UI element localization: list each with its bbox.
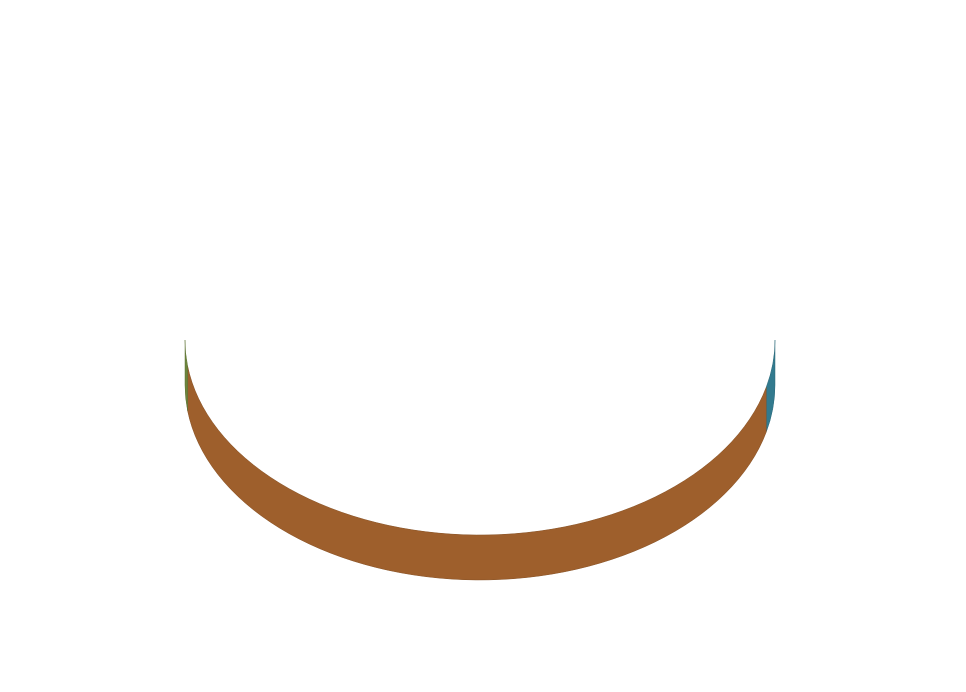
- slice-side-skol: [188, 366, 767, 580]
- pie-chart: [0, 0, 966, 692]
- slice-side-aldre: [766, 340, 775, 432]
- slice-side-kultur: [185, 340, 188, 411]
- pie-side: [185, 340, 775, 580]
